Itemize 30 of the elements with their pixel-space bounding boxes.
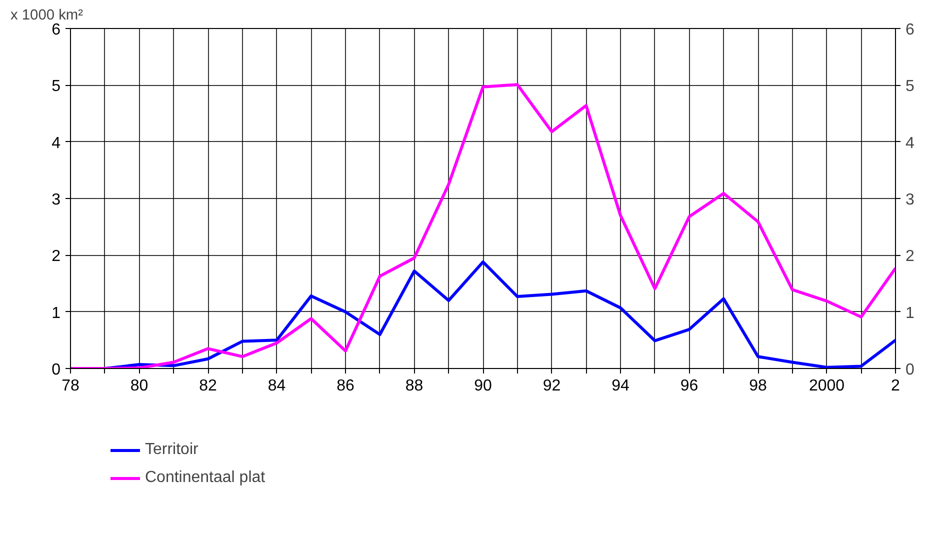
x-tick-label: 96	[680, 378, 698, 394]
y2-tick-label: 0	[906, 362, 914, 378]
y-axis-title: x 1000 km²	[10, 8, 84, 24]
x-tick-label: 94	[612, 378, 630, 394]
x-tick-label: 98	[749, 378, 767, 394]
x-tick-label: 84	[268, 378, 286, 394]
x-tick-label: 92	[542, 378, 561, 394]
x-tick-label: 88	[405, 378, 424, 394]
x-tick-label: 80	[130, 378, 148, 394]
legend-label: Continentaal plat	[145, 469, 266, 487]
x-tick-label: 2000	[808, 378, 845, 394]
y2-tick-label: 5	[906, 78, 914, 96]
y2-tick-label: 2	[906, 248, 914, 266]
y-tick-label: 4	[52, 134, 61, 152]
y2-tick-label: 1	[906, 304, 914, 322]
x-tick-label: 78	[62, 378, 80, 394]
y-tick-label: 3	[52, 192, 61, 208]
y-tick-label: 2	[52, 248, 61, 266]
y2-tick-label: 3	[906, 192, 914, 208]
y-tick-label: 1	[52, 304, 61, 322]
legend-label: Territoir	[145, 441, 198, 459]
y2-tick-label: 6	[906, 22, 914, 38]
y-tick-label: 5	[52, 78, 61, 96]
x-tick-label: 86	[336, 378, 354, 394]
x-tick-label: 90	[474, 378, 492, 394]
y-tick-label: 0	[52, 362, 61, 378]
y-tick-label: 6	[52, 22, 61, 38]
x-tick-label: 82	[199, 378, 217, 394]
y2-tick-label: 4	[906, 134, 914, 152]
x-tick-label: 2	[891, 378, 900, 394]
